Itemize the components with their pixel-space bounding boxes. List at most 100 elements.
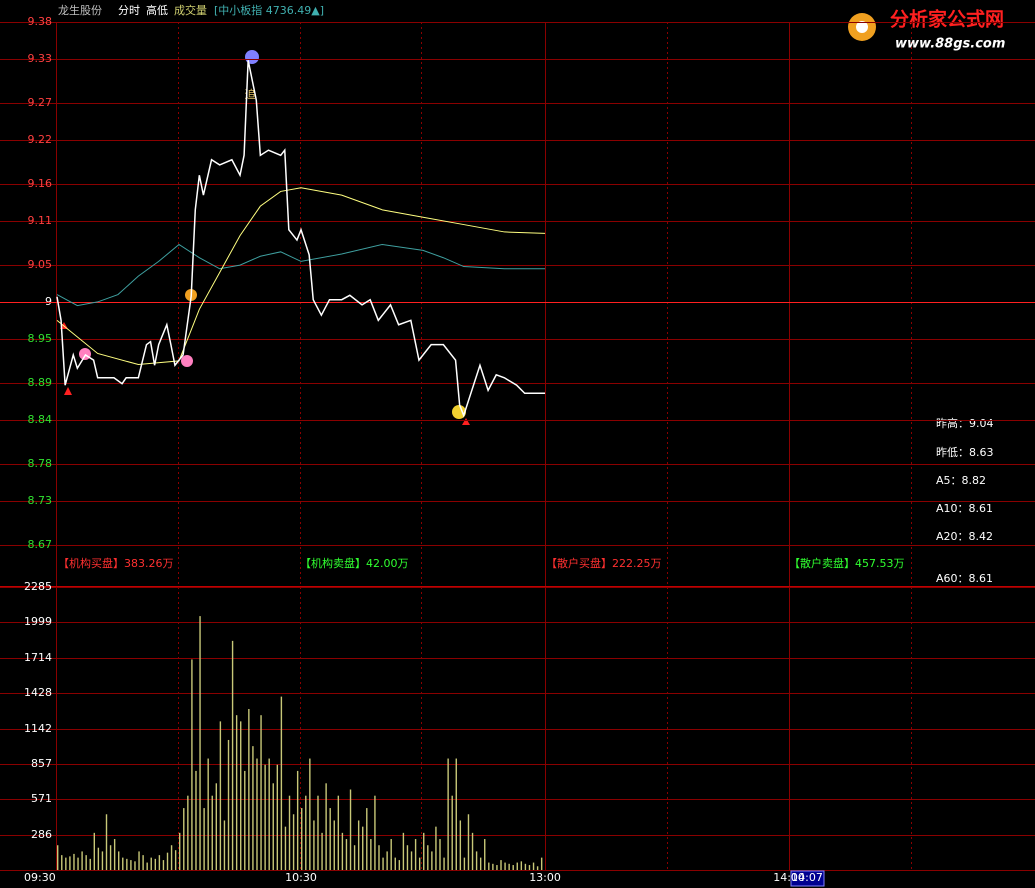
volume-bar	[89, 858, 91, 870]
volume-bar	[73, 853, 75, 870]
volume-bar	[333, 820, 335, 870]
volume-bar	[516, 862, 518, 870]
volume-bar	[248, 708, 250, 870]
volume-bar	[313, 820, 315, 870]
volume-bar	[504, 862, 506, 870]
volume-bar	[284, 826, 287, 870]
x-tick-label: 13:00	[529, 871, 561, 884]
volume-bar	[122, 857, 124, 870]
volume-bar	[215, 783, 218, 870]
volume-bar	[484, 839, 486, 870]
volume-bar	[81, 851, 83, 870]
volume-bar	[240, 721, 242, 870]
volume-bar	[276, 764, 279, 870]
y-tick-label: 9.22	[28, 133, 53, 146]
volume-bar	[317, 795, 319, 870]
y-tick-label: 1714	[24, 651, 52, 664]
volume-bar	[508, 863, 510, 870]
v-grid	[0, 22, 1035, 871]
volume-bar	[325, 783, 327, 870]
x-tick-label: 14:00	[773, 871, 805, 884]
volume-bar	[374, 795, 376, 870]
y-tick-label: 9	[45, 295, 52, 308]
volume-bar	[443, 857, 445, 870]
volume-bar	[130, 860, 132, 870]
volume-bar	[475, 851, 478, 870]
volume-bar	[447, 758, 449, 870]
volume-bar	[57, 845, 59, 870]
volume-bar	[170, 845, 173, 870]
volume-bar	[362, 826, 364, 870]
cursor-time: 14:07	[791, 871, 823, 884]
volume-bar	[223, 820, 226, 870]
volume-bar	[492, 863, 494, 870]
volume-bar	[406, 845, 409, 870]
y-tick-label: 2285	[24, 580, 52, 593]
flow-text: 【机构卖盘】42.00万	[300, 556, 409, 570]
y-tick-label: 9.33	[28, 52, 53, 65]
stat: A5：8.82	[936, 474, 986, 487]
y-tick-label: 9.05	[28, 258, 53, 271]
volume-bar	[439, 839, 441, 870]
y-tick-label: 9.16	[28, 177, 53, 190]
y-tick-label: 8.67	[28, 538, 53, 551]
y-tick-label: 8.95	[28, 332, 53, 345]
volume-bar	[256, 758, 258, 870]
volume-bar	[410, 851, 413, 870]
volume-bar	[357, 820, 360, 870]
signal-icon	[245, 50, 259, 64]
volume-bar	[341, 832, 344, 870]
volume-bar	[455, 758, 457, 870]
volume-bar	[370, 839, 372, 870]
y-tick-label: 1999	[24, 615, 52, 628]
volume-bar	[146, 862, 148, 870]
y-tick-label: 9.11	[28, 214, 53, 227]
signal-marker	[64, 387, 72, 395]
tab[interactable]: 分时	[118, 4, 140, 17]
y-tick-label: 9.27	[28, 96, 53, 109]
volume-bar	[337, 795, 340, 870]
volume-bar	[292, 814, 295, 870]
volume-bar	[126, 858, 128, 870]
volume-bar	[61, 855, 63, 870]
stat: A60：8.61	[936, 572, 993, 585]
volume-bar	[378, 845, 380, 870]
cursor-box	[790, 870, 825, 887]
volume-bar	[134, 861, 136, 870]
signal-icon	[452, 405, 466, 419]
volume-bar	[349, 789, 352, 870]
x-tick-label: 10:30	[285, 871, 317, 884]
volume-bar	[260, 715, 262, 870]
tab[interactable]: 成交量	[174, 3, 207, 17]
volume-bar	[101, 851, 104, 870]
volume-bar	[179, 832, 181, 870]
volume-bar	[231, 640, 234, 870]
volume-bar	[540, 857, 543, 870]
tab[interactable]: 高低	[146, 3, 168, 17]
volume-bar	[524, 863, 527, 870]
y-tick-label: 8.78	[28, 457, 53, 470]
volume-bar	[451, 795, 453, 870]
volume-bar	[296, 770, 299, 870]
volume-bar	[288, 795, 291, 870]
volume-bar	[93, 832, 96, 870]
volume-bar	[479, 857, 482, 870]
volume-bar	[423, 832, 425, 870]
flow-text: 【散户卖盘】457.53万	[789, 556, 905, 570]
volume-bar	[520, 861, 523, 870]
flow-text: 【机构买盘】383.26万	[58, 556, 174, 570]
volume-bar	[203, 808, 205, 870]
volume-bar	[467, 814, 470, 870]
volume-bar	[488, 862, 490, 870]
price-line	[56, 60, 546, 418]
volume-bar	[345, 839, 348, 870]
index-label: [中小板指 4736.49▲]	[214, 3, 324, 17]
volume-bar	[532, 862, 535, 870]
volume-bar	[166, 852, 169, 870]
volume-bar	[280, 696, 283, 870]
volume-bar	[105, 814, 108, 870]
logo-title: 分析家公式网	[890, 8, 1004, 31]
logo-url: www.88gs.com	[895, 37, 1005, 52]
